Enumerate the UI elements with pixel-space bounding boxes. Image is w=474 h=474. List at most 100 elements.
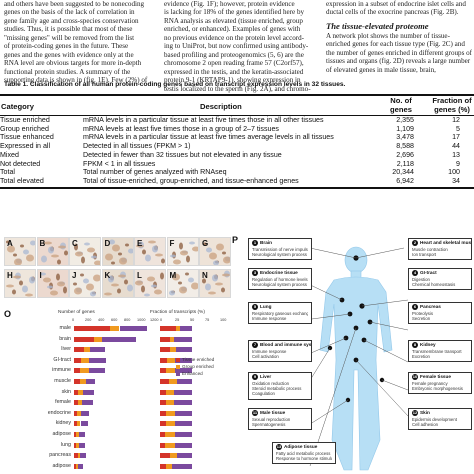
- body-text-line: genes and the genes with evidence only a…: [4, 50, 134, 59]
- bar-segment: [74, 379, 80, 384]
- go-term: Transmission of nerve impulse: [252, 247, 308, 252]
- tissue-box-title: 9 Liver: [252, 374, 308, 380]
- tissue-stain: [169, 241, 198, 265]
- fraction-segment: [160, 421, 167, 427]
- cell-description: mRNA levels in a particular tissue at le…: [83, 133, 334, 142]
- body-text-line: A network plot shows the number of tissu…: [326, 31, 450, 40]
- go-term: Spermatogenesis: [252, 422, 286, 428]
- fraction-segment: [175, 326, 180, 331]
- bar-segment: [76, 421, 81, 427]
- tissue-box: 9 Liver Oxidation reduction Steroid metabol…: [248, 372, 312, 400]
- bar-segment: [110, 326, 120, 331]
- fraction-segment: [160, 442, 166, 448]
- body-text-line: chromosome 2 open reading frame 57 (C2or…: [164, 59, 304, 68]
- fraction-segment: [168, 379, 178, 384]
- micrograph-tile: N: [199, 269, 231, 298]
- tissue-number-badge: 7: [252, 342, 258, 348]
- tissue-number-badge: 11: [252, 410, 258, 416]
- fraction-segment: [174, 336, 192, 342]
- tick-label: 25: [175, 318, 180, 322]
- tick-label: 1200: [150, 318, 159, 322]
- fraction-segment: [166, 400, 174, 406]
- body-text-line: expressed in the testis, and the keratin…: [164, 67, 304, 76]
- body-text-line: functional protein studies. A summary of…: [4, 67, 131, 76]
- body-text-line: enriched genes for each tissue type (Fig…: [326, 40, 465, 49]
- fraction-segment: [165, 432, 175, 437]
- tissue-number-badge: 13: [276, 444, 282, 450]
- table-header-genes: No. of genes: [384, 96, 418, 114]
- tick-label: 1000: [137, 318, 146, 322]
- tissue-box-title: 8 Kidney: [412, 342, 468, 348]
- go-term: Neurological system process: [252, 252, 307, 258]
- go-term: Sexual reproduction: [252, 417, 291, 422]
- bar-segment: [80, 421, 88, 427]
- micrograph-tile: F: [166, 237, 199, 266]
- bar-segment: [74, 442, 76, 448]
- go-term: Secretion: [412, 316, 431, 322]
- fraction-segment: [160, 336, 171, 342]
- go-term: Fatty acid metabolic process: [276, 451, 331, 456]
- cell-fraction: 12: [452, 116, 460, 124]
- go-term: Immune response: [252, 316, 287, 322]
- fraction-segment: [179, 326, 192, 331]
- table-header-fraction-line1: Fraction of: [432, 96, 472, 105]
- tissue-name: GI-tract: [420, 270, 437, 276]
- fraction-segment: [175, 347, 192, 353]
- micrograph-tile: I: [36, 269, 69, 298]
- tile-label: K: [104, 271, 111, 280]
- body-text-line: supporting data is shown in (fig. 1E). F…: [4, 76, 148, 85]
- tile-label: B: [39, 239, 46, 248]
- go-term: Coagulation: [252, 391, 275, 397]
- legend-label: Group enriched: [182, 364, 214, 369]
- tissue-stain: [168, 272, 198, 296]
- fraction-segment: [167, 357, 175, 363]
- bar-segment: [79, 442, 86, 448]
- legend-swatch: [176, 372, 180, 376]
- body-text-line: no previous evidence on the protein leve…: [164, 33, 305, 42]
- table-header-genes-line1: No. of: [390, 96, 412, 105]
- category-label: immune: [52, 367, 71, 374]
- table-row: Tissue enhanced mRNA levels in a particu…: [0, 133, 474, 142]
- body-silhouette: [303, 246, 409, 471]
- tissue-box: 4 GI-tract Digestion Chemical homeostasis: [408, 268, 472, 291]
- cell-description: mRNA levels in a particular tissue at le…: [83, 116, 324, 124]
- table-header-fraction-line2: genes (%): [434, 105, 470, 114]
- fraction-segment: [174, 389, 192, 395]
- body-text-line: of elevated genes in male tissue, brain,: [326, 65, 436, 74]
- tick-label: 0: [160, 318, 163, 322]
- tissue-box: 3 Endocrine tissue Regulation of hormone l…: [248, 268, 312, 291]
- go-term: Respiratory gaseous exchange: [252, 311, 308, 316]
- cell-fraction: 100: [448, 168, 460, 177]
- tile-label: D: [104, 239, 111, 248]
- tissue-number-badge: 12: [412, 410, 418, 416]
- cell-category: Total: [0, 168, 15, 177]
- fraction-segment: [166, 410, 175, 416]
- cell-genes: 1,109: [396, 124, 414, 133]
- fraction-segment: [177, 379, 192, 384]
- body-text-line: ductal cells of the exocrine pancreas (F…: [326, 8, 459, 17]
- fraction-segment: [174, 432, 192, 437]
- tile-label: L: [137, 271, 142, 280]
- bar-segment: [101, 336, 136, 342]
- fraction-segment: [160, 432, 166, 437]
- bar-segment: [74, 463, 76, 469]
- tissue-number-badge: 10: [412, 374, 418, 380]
- bar-segment: [74, 347, 84, 353]
- cell-fraction: 13: [452, 150, 460, 159]
- fraction-segment: [165, 442, 175, 448]
- cell-category: Tissue enhanced: [0, 133, 54, 142]
- body-text-line: evidence (Fig. 1F); however, protein evi…: [164, 0, 295, 8]
- table-row: Expressed in all Detected in all tissues…: [0, 142, 474, 151]
- tissue-box: 11 Male tissue Sexual reproduction Spermato…: [248, 408, 312, 431]
- micrograph-tile: B: [36, 237, 69, 266]
- tissue-number-badge: 3: [252, 270, 258, 276]
- go-term: Muscle contraction: [412, 247, 448, 252]
- cell-description: Total number of genes analyzed with RNAs…: [83, 168, 227, 177]
- bar-segment: [77, 463, 84, 469]
- category-label: adipose: [52, 431, 71, 437]
- cell-description: Detected in fewer than 32 tissues but no…: [83, 150, 282, 159]
- tile-label: J: [72, 271, 77, 280]
- fraction-segment: [165, 463, 173, 469]
- cell-description: Detected in all tissues (FPKM > 1): [83, 142, 191, 151]
- tissue-stain: [103, 271, 133, 296]
